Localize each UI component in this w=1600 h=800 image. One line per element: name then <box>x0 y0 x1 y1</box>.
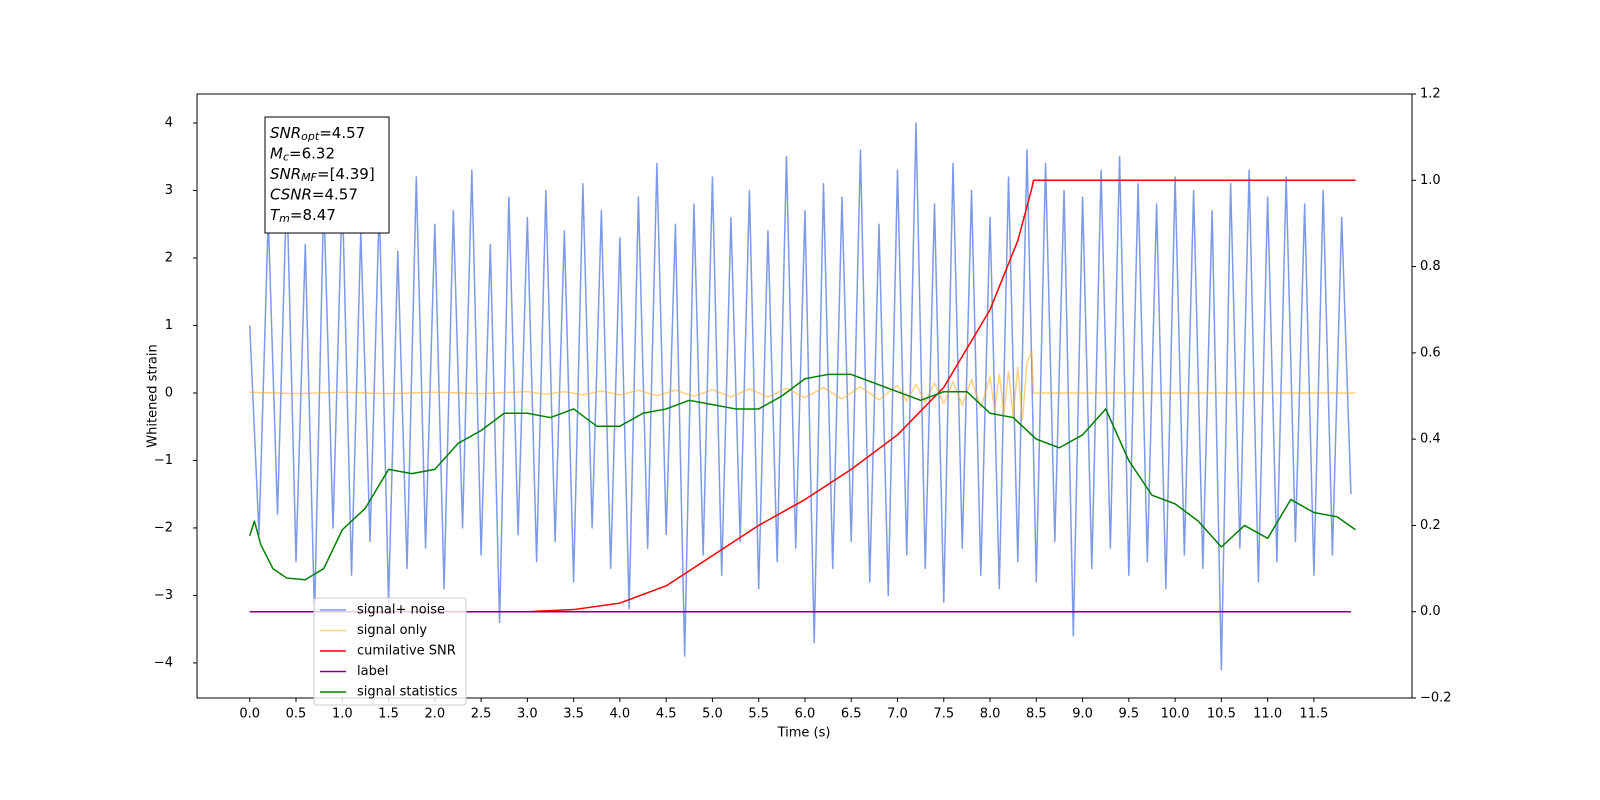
x-axis-label: Time (s) <box>777 726 831 741</box>
y2-tick-label: −0.2 <box>1420 691 1452 706</box>
legend-label: label <box>357 664 388 679</box>
annotation-value: =8.47 <box>290 206 336 224</box>
x-tick-label: 7.5 <box>933 707 954 722</box>
annotation-sub: MF <box>301 171 317 184</box>
annotation-main: T <box>270 206 281 224</box>
x-tick-label: 2.5 <box>471 707 492 722</box>
annotation-main: CSNR <box>270 185 312 203</box>
y2-tick-label: 1.0 <box>1420 173 1441 188</box>
annotation-line: SNRopt=4.57 <box>270 124 365 144</box>
y-tick-label: −2 <box>154 520 173 535</box>
annotation-main: M <box>270 144 283 162</box>
y2-tick-label: 0.2 <box>1420 518 1441 533</box>
series-line <box>249 373 1356 581</box>
y-tick-label: 1 <box>165 318 173 333</box>
y2-tick-label: 0.4 <box>1420 432 1441 447</box>
x-tick-label: 10.0 <box>1161 707 1190 722</box>
y-tick-label: −1 <box>154 453 173 468</box>
legend-box <box>313 597 467 706</box>
y2-tick-label: 0.6 <box>1420 345 1441 360</box>
x-tick-label: 3.5 <box>563 707 584 722</box>
y-tick-label: −4 <box>154 655 173 670</box>
y-tick-label: 3 <box>165 183 173 198</box>
x-tick-label: 8.0 <box>980 707 1001 722</box>
x-tick-label: 6.5 <box>841 707 862 722</box>
x-tick-label: 11.5 <box>1299 707 1328 722</box>
x-tick-label: 8.5 <box>1026 707 1047 722</box>
x-tick-label: 3.0 <box>517 707 538 722</box>
x-tick-label: 1.0 <box>332 707 353 722</box>
y-tick-label: 0 <box>165 385 173 400</box>
y2-tick-label: 1.2 <box>1420 87 1441 102</box>
x-tick-label: 5.0 <box>702 707 723 722</box>
y-tick-label: −3 <box>154 588 173 603</box>
y2-tick-label: 0.0 <box>1420 604 1441 619</box>
x-tick-label: 6.0 <box>795 707 816 722</box>
legend-label: signal only <box>357 623 427 638</box>
x-tick-label: 4.5 <box>656 707 677 722</box>
x-tick-label: 1.5 <box>378 707 399 722</box>
annotation-value: =[4.39] <box>317 165 375 183</box>
x-tick-label: 4.0 <box>610 707 631 722</box>
x-tick-label: 0.0 <box>239 707 260 722</box>
annotation-value: =6.32 <box>289 144 335 162</box>
annotation-main: SNR <box>270 165 301 183</box>
annotation-sub: opt <box>301 130 320 143</box>
x-tick-label: 9.5 <box>1118 707 1139 722</box>
annotation-line: SNRMF=[4.39] <box>270 165 375 185</box>
annotation-value: =4.57 <box>312 185 358 203</box>
x-tick-label: 2.0 <box>424 707 445 722</box>
annotation-main: SNR <box>270 124 301 142</box>
x-tick-label: 9.0 <box>1072 707 1093 722</box>
x-tick-label: 0.5 <box>286 707 307 722</box>
annotation: SNRopt=4.57Mc=6.32SNRMF=[4.39]CSNR=4.57T… <box>264 116 390 234</box>
legend: signal+ noise signal only cumilative SNR la… <box>313 597 467 706</box>
series-line <box>249 350 1356 421</box>
annotation-line: CSNR=4.57 <box>270 185 358 203</box>
y-tick-label: 2 <box>165 250 173 265</box>
annotation-sub: m <box>279 212 290 225</box>
series-line <box>249 122 1352 671</box>
legend-label: cumilative SNR <box>357 644 456 659</box>
x-tick-label: 10.5 <box>1207 707 1236 722</box>
annotation-line: Tm=8.47 <box>270 206 336 226</box>
y2-tick-label: 0.8 <box>1420 259 1441 274</box>
x-tick-label: 5.5 <box>748 707 769 722</box>
x-tick-label: 11.0 <box>1253 707 1282 722</box>
y-tick-label: 4 <box>165 116 173 131</box>
annotation-sub: c <box>283 151 289 164</box>
annotation-line: Mc=6.32 <box>270 144 335 164</box>
legend-label: signal+ noise <box>357 603 445 618</box>
x-tick-label: 7.0 <box>887 707 908 722</box>
legend-label: signal statistics <box>357 685 458 700</box>
y-axis-label: Whitened strain <box>146 344 161 447</box>
annotation-value: =4.57 <box>319 124 365 142</box>
series-line <box>249 179 1356 613</box>
annotation-box <box>264 116 390 234</box>
